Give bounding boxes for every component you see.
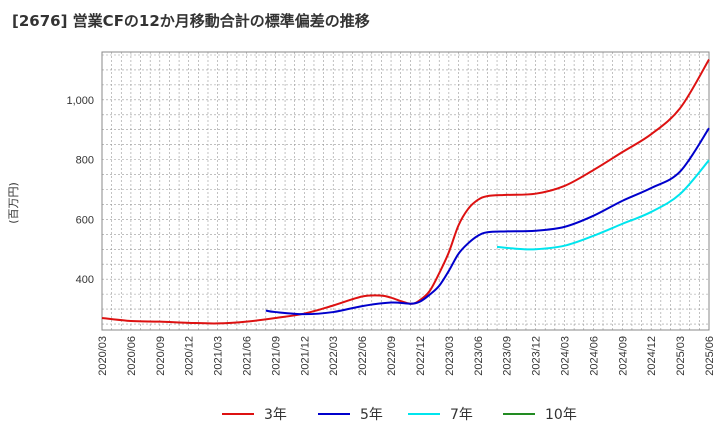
legend: 3年 5年 7年 10年	[0, 400, 720, 430]
series-line-1	[101, 58, 710, 325]
legend-label: 5年	[360, 407, 383, 423]
legend-label: 3年	[264, 407, 287, 423]
x-tick-label: 2020/09	[155, 336, 167, 376]
legend-label: 10年	[545, 407, 577, 423]
legend-item: 10年	[503, 404, 577, 424]
x-tick-label: 2020/12	[184, 336, 196, 376]
x-tick-label: 2023/12	[531, 336, 543, 376]
x-tick-label: 2021/09	[270, 336, 282, 376]
legend-swatch	[318, 413, 350, 415]
legend-item: 7年	[408, 404, 473, 424]
x-tick-labels: 2020/03 2020/06 2020/09 2020/12 2021/03 2021/…	[97, 336, 716, 376]
x-tick-label: 2021/12	[299, 336, 311, 376]
x-tick-label: 2025/06	[704, 336, 716, 376]
y-axis-label: (百万円)	[7, 182, 20, 224]
x-tick-label: 2024/06	[588, 336, 600, 376]
series-line-3	[496, 159, 710, 251]
x-tick-label: 2021/03	[213, 336, 225, 376]
legend-swatch	[408, 413, 440, 415]
x-tick-label: 2024/09	[617, 336, 629, 376]
x-tick-label: 2020/06	[126, 336, 138, 376]
series-line-2	[265, 127, 710, 316]
y-tick-label: 800	[76, 155, 94, 167]
x-tick-label: 2021/06	[242, 336, 254, 376]
legend-swatch	[503, 413, 535, 415]
x-tick-label: 2022/03	[328, 336, 340, 376]
x-tick-label: 2023/03	[444, 336, 456, 376]
series-lines	[101, 58, 710, 325]
x-tick-label: 2025/03	[675, 336, 687, 376]
plot-border	[101, 51, 710, 331]
x-tick-label: 2023/09	[502, 336, 514, 376]
y-tick-label: 400	[76, 274, 94, 286]
x-tick-label: 2022/09	[386, 336, 398, 376]
x-tick-label: 2023/06	[473, 336, 485, 376]
legend-item: 3年	[222, 404, 287, 424]
x-tick-label: 2022/12	[415, 336, 427, 376]
y-tick-label: 600	[76, 214, 94, 226]
chart-title: [2676] 営業CFの12か月移動合計の標準偏差の推移	[12, 12, 370, 30]
y-tick-labels: 400 600 800 1,000	[66, 95, 94, 286]
x-tick-label: 2024/03	[559, 336, 571, 376]
legend-swatch	[222, 413, 254, 415]
grid	[101, 52, 710, 330]
x-tick-label: 2020/03	[97, 336, 109, 376]
y-tick-label: 1,000	[66, 95, 94, 107]
legend-item: 5年	[318, 404, 383, 424]
x-tick-label: 2024/12	[646, 336, 658, 376]
legend-label: 7年	[450, 407, 473, 423]
x-tick-label: 2022/06	[357, 336, 369, 376]
